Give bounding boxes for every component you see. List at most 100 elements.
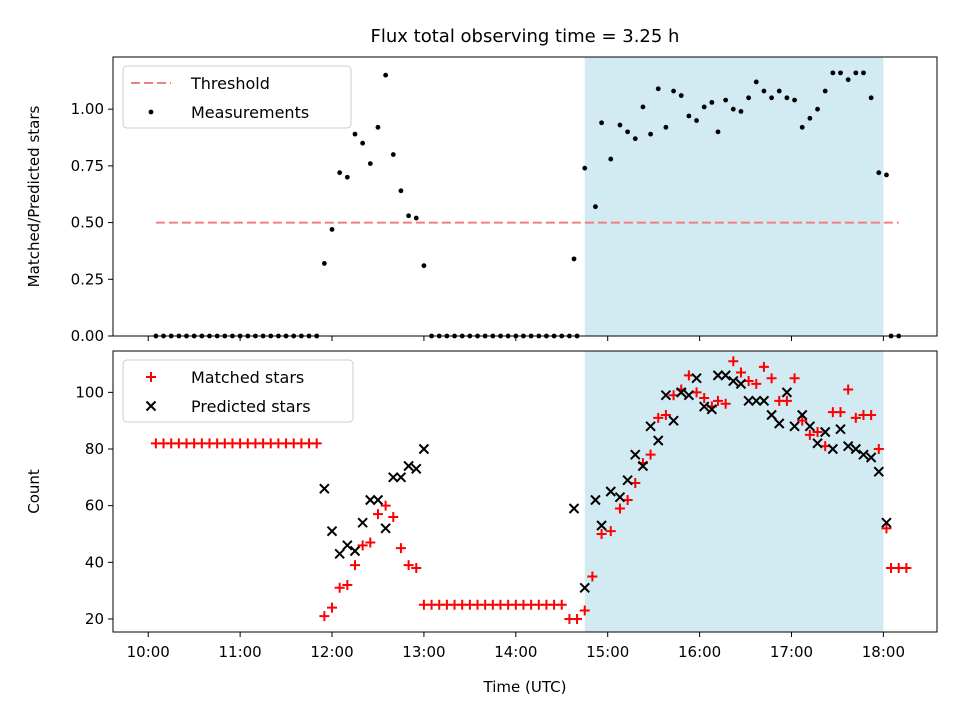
measurement-point xyxy=(784,95,790,101)
legend-label: Predicted stars xyxy=(191,397,311,416)
measurement-point xyxy=(571,256,577,262)
x-tick-label: 14:00 xyxy=(494,643,537,661)
matched-star-point xyxy=(660,410,671,421)
measurement-point xyxy=(776,88,782,94)
measurement-point xyxy=(769,95,774,101)
matched-star-point xyxy=(365,537,376,548)
measurement-point xyxy=(701,104,707,110)
predicted-star-point xyxy=(789,421,800,432)
measurement-point xyxy=(632,136,638,142)
measurement-point xyxy=(799,124,805,130)
x-tick-label: 13:00 xyxy=(402,643,445,661)
measurement-point xyxy=(761,88,767,94)
measurement-point xyxy=(321,261,327,266)
measurement-point xyxy=(671,88,676,94)
x-tick-label: 18:00 xyxy=(862,643,905,661)
predicted-star-point xyxy=(319,483,330,494)
figure-title: Flux total observing time = 3.25 h xyxy=(371,26,680,47)
matched-star-point xyxy=(766,373,777,384)
measurement-point xyxy=(640,104,646,110)
measurement-point xyxy=(715,129,721,135)
matched-star-point xyxy=(630,478,641,489)
measurement-point xyxy=(390,152,396,157)
plot-frame xyxy=(112,56,938,337)
matched-star-point xyxy=(579,605,590,616)
predicted-star-point xyxy=(614,491,626,503)
y-axis-label: Matched/Predicted stars xyxy=(25,106,43,288)
matched-star-point xyxy=(781,395,792,406)
measurement-point xyxy=(655,86,661,92)
matched-star-point xyxy=(596,528,607,539)
predicted-star-point xyxy=(842,440,854,452)
predicted-star-point xyxy=(873,466,885,477)
predicted-star-point xyxy=(698,401,710,412)
predicted-star-point xyxy=(881,517,892,528)
matched-star-point xyxy=(668,390,679,401)
matched-star-point xyxy=(411,562,422,573)
matched-star-point xyxy=(334,582,345,593)
matched-star-point xyxy=(572,613,583,624)
measurement-point xyxy=(421,263,427,269)
predicted-star-point xyxy=(334,548,345,560)
measurement-point xyxy=(617,122,623,128)
y-tick-label: 100 xyxy=(75,383,104,401)
measurement-point xyxy=(861,70,866,76)
predicted-star-point xyxy=(357,517,368,528)
predicted-star-point xyxy=(380,523,391,534)
predicted-star-point xyxy=(819,426,831,438)
matched-star-point xyxy=(797,415,808,426)
matched-star-point xyxy=(699,393,710,404)
predicted-star-point xyxy=(342,540,353,551)
predicted-star-point xyxy=(758,395,770,407)
predicted-star-point xyxy=(781,387,793,398)
y-tick-label: 0.50 xyxy=(71,214,104,232)
measurement-point xyxy=(845,77,851,83)
predicted-star-point xyxy=(596,520,607,531)
matched-star-point xyxy=(395,543,406,554)
measurement-point xyxy=(383,72,389,78)
measurement-point xyxy=(868,95,874,101)
matched-star-point xyxy=(311,438,322,449)
predicted-star-point xyxy=(411,463,422,475)
predicted-star-point xyxy=(683,389,695,401)
matched-star-point xyxy=(653,412,664,423)
measurement-point xyxy=(599,120,604,126)
measurement-point xyxy=(709,99,715,105)
measurement-point xyxy=(625,129,631,135)
matched-star-point xyxy=(843,384,854,395)
predicted-star-point xyxy=(676,387,687,398)
matched-star-point xyxy=(403,560,414,571)
predicted-star-point xyxy=(751,395,762,407)
predicted-star-point xyxy=(797,409,808,421)
measurement-point xyxy=(367,161,373,167)
matched-star-point xyxy=(622,494,633,505)
legend-predicted-swatch xyxy=(145,400,157,412)
plot-frame xyxy=(112,350,938,633)
measurement-point xyxy=(746,95,752,101)
predicted-star-point xyxy=(637,460,649,472)
matched-star-point xyxy=(804,429,815,440)
measurement-point xyxy=(738,109,744,114)
legend-label: Matched stars xyxy=(191,368,304,387)
measurement-point xyxy=(344,174,350,180)
matched-star-point xyxy=(349,560,360,571)
predicted-star-point xyxy=(372,494,384,506)
y-tick-label: 0.00 xyxy=(71,327,104,345)
y-tick-label: 0.25 xyxy=(71,270,104,288)
x-tick-label: 10:00 xyxy=(127,643,170,661)
highlight-span xyxy=(584,351,884,632)
x-tick-label: 16:00 xyxy=(678,643,721,661)
x-tick-label: 12:00 xyxy=(310,643,353,661)
predicted-star-point xyxy=(766,409,777,421)
measurement-point xyxy=(807,115,813,121)
measurement-point xyxy=(337,170,343,176)
y-tick-label: 40 xyxy=(85,553,104,571)
measurement-point xyxy=(753,79,759,85)
legend-box xyxy=(122,65,352,129)
y-tick-label: 20 xyxy=(85,610,104,628)
predicted-star-point xyxy=(326,525,338,537)
predicted-star-point xyxy=(630,449,641,460)
predicted-star-point xyxy=(653,435,664,446)
measurement-point xyxy=(830,70,836,76)
measurement-point xyxy=(648,131,653,137)
